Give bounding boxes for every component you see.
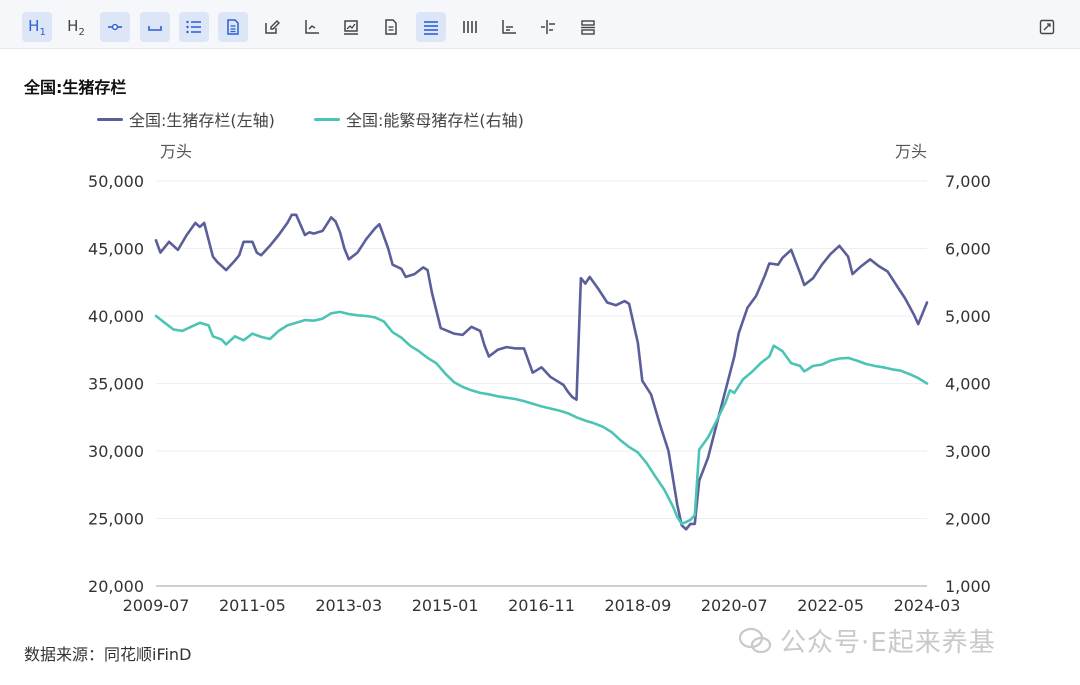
left-tick-label: 40,000: [88, 307, 144, 326]
x-tick-label: 2011-05: [219, 596, 286, 615]
left-tick-label: 45,000: [88, 240, 144, 259]
data-source: 数据来源：同花顺iFinD: [24, 645, 192, 664]
legend-swatch: [314, 117, 340, 121]
align-button[interactable]: [416, 12, 446, 42]
editor-toolbar: H1 H2: [0, 0, 1080, 49]
x-tick-label: 2015-01: [412, 596, 479, 615]
right-tick-label: 7,000: [945, 172, 991, 191]
right-tick-label: 1,000: [945, 577, 991, 596]
right-tick-label: 2,000: [945, 510, 991, 529]
document-button[interactable]: [218, 12, 248, 42]
chart-title: 全国:生猪存栏: [24, 78, 127, 97]
edit-button[interactable]: [257, 12, 287, 42]
watermark: 公众号·E起来养基: [738, 622, 996, 659]
x-tick-label: 2016-11: [508, 596, 575, 615]
legend-item-left-series[interactable]: 全国:生猪存栏(左轴): [97, 107, 275, 131]
edit-icon: [265, 20, 280, 34]
align-icon: [424, 21, 438, 35]
right-tick-label: 6,000: [945, 240, 991, 259]
columns-button[interactable]: [455, 12, 485, 42]
divider-button[interactable]: [100, 12, 130, 42]
left-tick-label: 50,000: [88, 172, 144, 191]
heading2-button[interactable]: H2: [67, 16, 85, 38]
line-chart-button[interactable]: [297, 12, 327, 42]
watermark-text: 公众号·E起来养基: [780, 628, 996, 658]
x-tick-label: 2022-05: [797, 596, 864, 615]
right-axis-unit: 万头: [895, 142, 928, 161]
list-icon: [186, 20, 201, 34]
stat-icon: [541, 20, 555, 34]
right-tick-label: 5,000: [945, 307, 991, 326]
space-icon: [148, 26, 162, 31]
left-tick-label: 20,000: [88, 577, 144, 596]
legend-swatch: [97, 117, 123, 121]
x-tick-label: 2013-03: [315, 596, 382, 615]
layout-button[interactable]: [573, 12, 603, 42]
image-chart-icon: [344, 20, 358, 35]
stat-button[interactable]: [533, 12, 563, 42]
layout-icon: [581, 20, 595, 35]
file-icon: [385, 19, 397, 35]
x-tick-label: 2020-07: [701, 596, 768, 615]
series-line-sow-inventory: [154, 310, 929, 526]
file-button[interactable]: [376, 12, 406, 42]
columns-icon: [463, 21, 477, 33]
x-tick-label: 2024-03: [894, 596, 961, 615]
ordered-list-button[interactable]: [179, 12, 209, 42]
right-tick-label: 4,000: [945, 375, 991, 394]
divider-icon: [108, 23, 122, 31]
expand-button[interactable]: [1032, 12, 1062, 42]
left-tick-label: 25,000: [88, 510, 144, 529]
left-axis-unit: 万头: [160, 142, 193, 161]
wechat-icon: [738, 627, 772, 653]
expand-icon: [1039, 19, 1055, 35]
bar-chart-button[interactable]: [494, 12, 524, 42]
bar-axis-icon: [502, 20, 516, 34]
space-button[interactable]: [140, 12, 170, 42]
legend-item-right-series[interactable]: 全国:能繁母猪存栏(右轴): [314, 107, 524, 131]
left-tick-label: 30,000: [88, 442, 144, 461]
legend-label: 全国:能繁母猪存栏(右轴): [346, 111, 524, 130]
picture-button[interactable]: [336, 12, 366, 42]
series-line-hog-inventory: [154, 213, 929, 531]
right-tick-label: 3,000: [945, 442, 991, 461]
left-tick-label: 35,000: [88, 375, 144, 394]
axis-chart-icon: [305, 20, 319, 34]
heading1-button[interactable]: H1: [22, 12, 52, 42]
x-tick-label: 2018-09: [604, 596, 671, 615]
document-icon: [227, 19, 239, 35]
x-tick-label: 2009-07: [123, 596, 190, 615]
legend-label: 全国:生猪存栏(左轴): [129, 111, 275, 130]
